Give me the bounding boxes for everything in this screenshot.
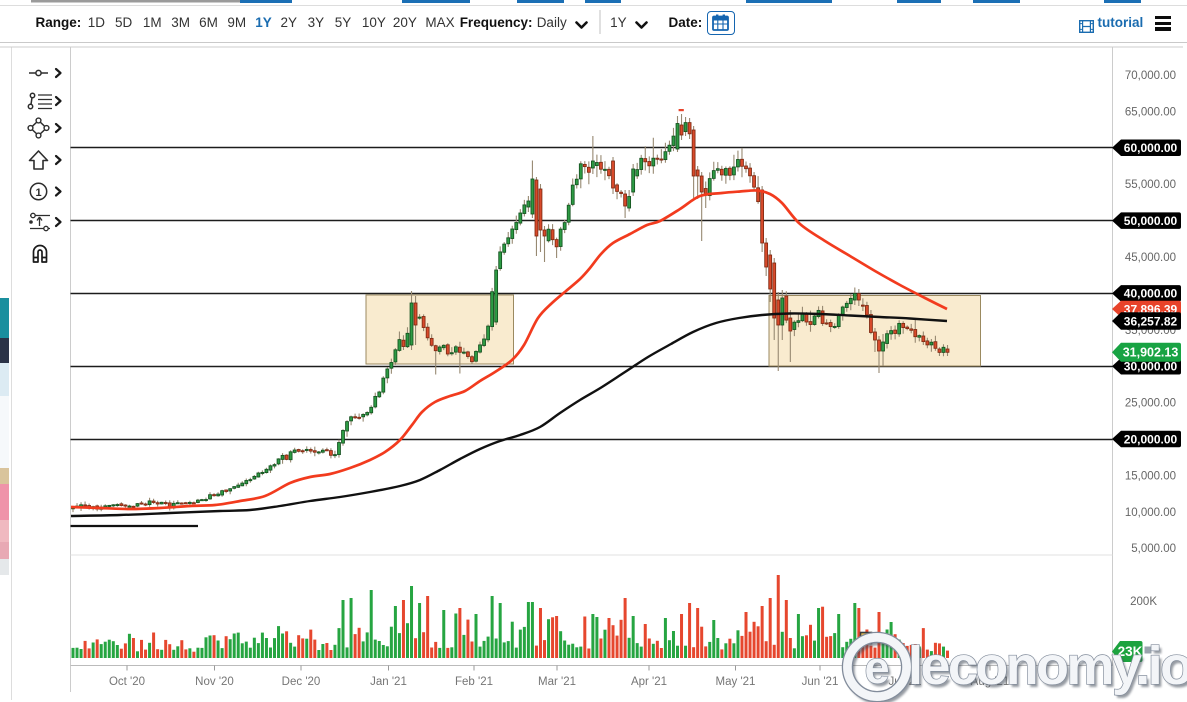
svg-text:1: 1 bbox=[35, 187, 41, 199]
svg-text:Feb '21: Feb '21 bbox=[455, 676, 493, 688]
svg-text:Oct '20: Oct '20 bbox=[109, 676, 145, 688]
svg-text:55,000.00: 55,000.00 bbox=[1125, 179, 1176, 191]
svg-text:Jan '21: Jan '21 bbox=[370, 676, 407, 688]
svg-text:5,000.00: 5,000.00 bbox=[1131, 543, 1176, 555]
svg-text:45,000.00: 45,000.00 bbox=[1125, 252, 1176, 264]
svg-text:Nov '20: Nov '20 bbox=[195, 676, 234, 688]
svg-text:36,257.82: 36,257.82 bbox=[1124, 314, 1178, 328]
svg-text:30,000.00: 30,000.00 bbox=[1124, 360, 1178, 374]
svg-text:leconomy.io: leconomy.io bbox=[910, 639, 1187, 699]
svg-text:50,000.00: 50,000.00 bbox=[1124, 214, 1178, 228]
svg-text:Dec '20: Dec '20 bbox=[282, 676, 321, 688]
svg-text:Apr '21: Apr '21 bbox=[631, 676, 667, 688]
svg-text:May '21: May '21 bbox=[716, 676, 756, 688]
svg-text:70,000.00: 70,000.00 bbox=[1125, 70, 1176, 82]
svg-text:e: e bbox=[867, 645, 892, 696]
svg-text:31,902.13: 31,902.13 bbox=[1123, 346, 1179, 360]
svg-text:Aug '21: Aug '21 bbox=[971, 676, 1010, 688]
svg-text:25,000.00: 25,000.00 bbox=[1125, 398, 1176, 410]
svg-text:60,000.00: 60,000.00 bbox=[1124, 141, 1178, 155]
svg-text:e: e bbox=[864, 642, 889, 693]
svg-text:Mar '21: Mar '21 bbox=[538, 676, 576, 688]
svg-text:65,000.00: 65,000.00 bbox=[1125, 106, 1176, 118]
svg-text:200K: 200K bbox=[1130, 596, 1157, 608]
svg-text:20,000.00: 20,000.00 bbox=[1124, 432, 1178, 446]
svg-text:Jun '21: Jun '21 bbox=[802, 676, 839, 688]
svg-text:10,000.00: 10,000.00 bbox=[1125, 507, 1176, 519]
svg-text:40,000.00: 40,000.00 bbox=[1124, 287, 1178, 301]
svg-text:15,000.00: 15,000.00 bbox=[1125, 470, 1176, 482]
svg-text:23K: 23K bbox=[1118, 644, 1143, 659]
svg-text:leconomy.io: leconomy.io bbox=[908, 636, 1187, 696]
